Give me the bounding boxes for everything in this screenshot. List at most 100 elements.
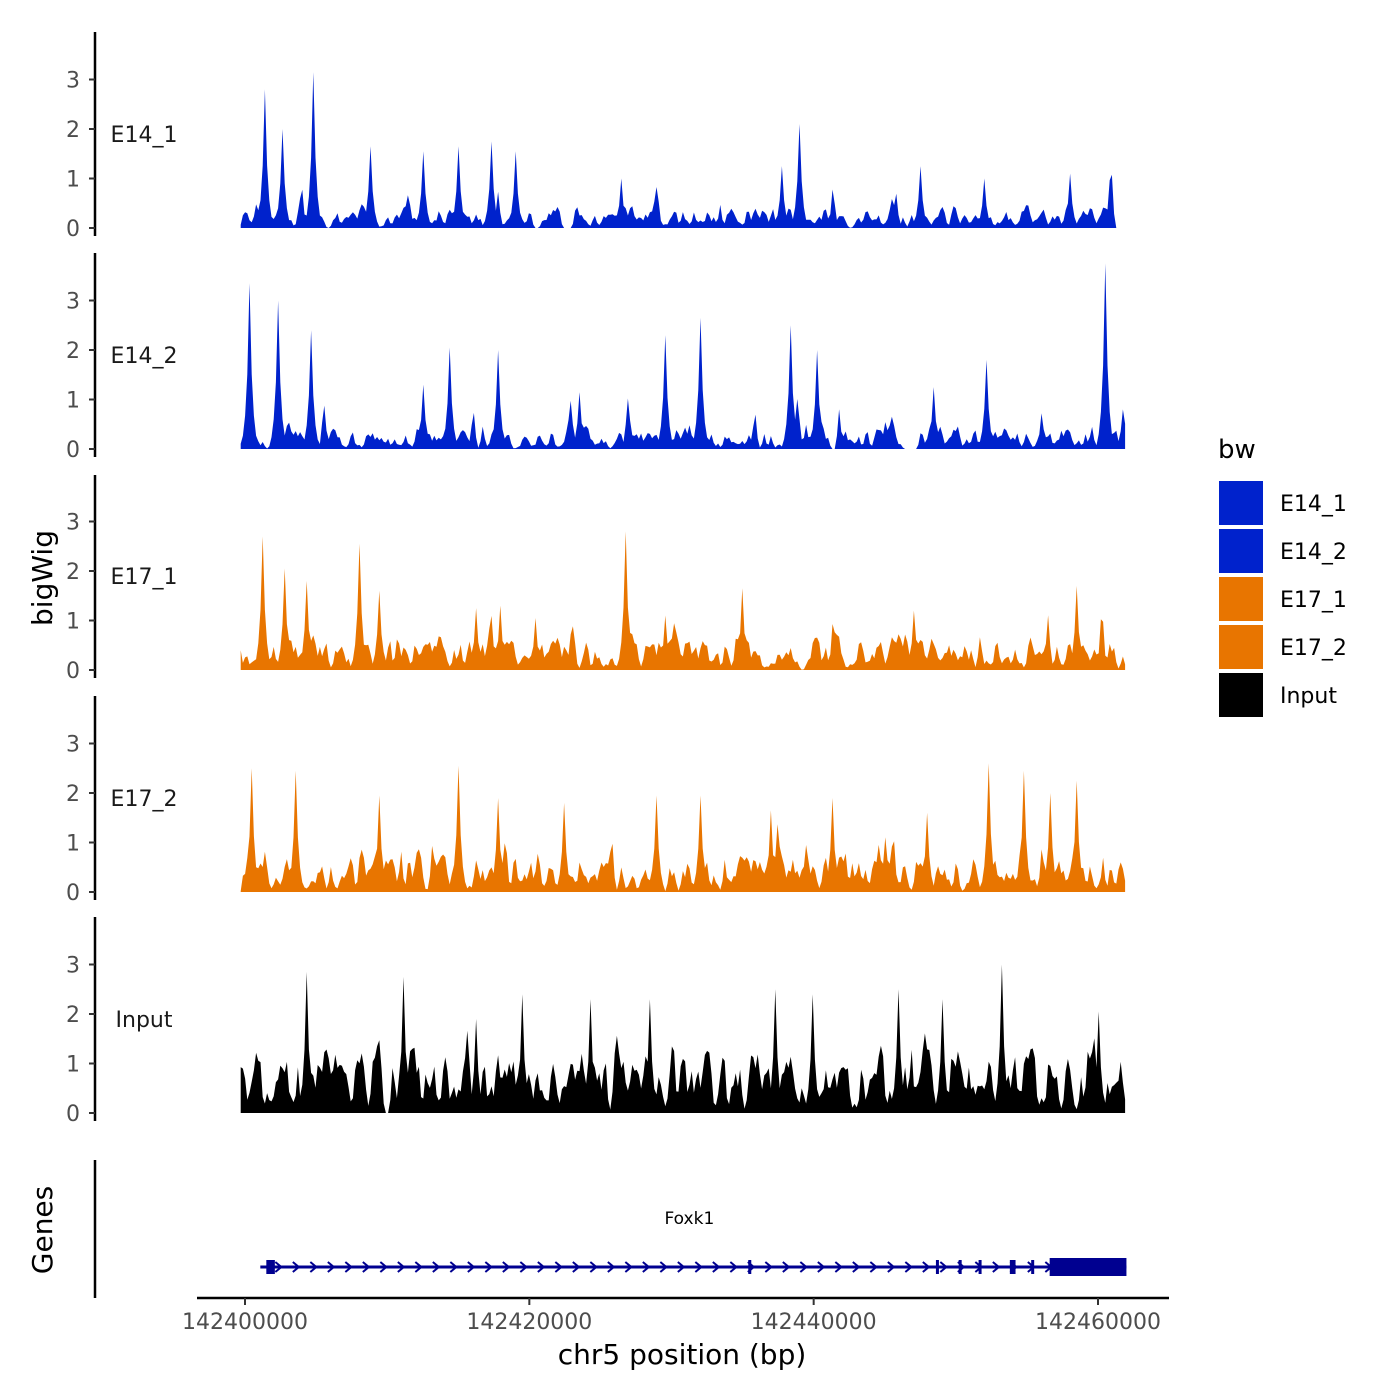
y-tick-label: 3: [66, 69, 80, 94]
strand-arrow: [274, 1261, 283, 1273]
strand-arrow: [939, 1261, 948, 1273]
strand-arrow: [292, 1261, 301, 1273]
y-tick-label: 0: [66, 881, 80, 906]
signal-area-E14_1: [240, 72, 1126, 228]
legend-key-E17_2: [1217, 623, 1265, 671]
y-tick-label: 2: [66, 118, 80, 143]
strand-arrow: [624, 1261, 633, 1273]
y-tick-label: 1: [66, 168, 80, 193]
track-Input: 0 1 2 3 Input: [66, 917, 1126, 1127]
gene-name-label: Foxk1: [664, 1209, 714, 1229]
signal-area-E17_2: [240, 763, 1126, 892]
strand-arrow: [467, 1261, 476, 1273]
strand-arrow: [502, 1261, 511, 1273]
strand-arrow: [887, 1261, 896, 1273]
strand-arrow: [782, 1261, 791, 1273]
gene-exon: [935, 1260, 939, 1274]
y-tick-label: 2: [66, 339, 80, 364]
strand-arrow: [449, 1261, 458, 1273]
genes-axis-title: Genes: [26, 1186, 59, 1274]
strand-arrow: [992, 1261, 1001, 1273]
y-tick-label: 1: [66, 832, 80, 857]
strand-arrow: [554, 1261, 563, 1273]
x-tick-label: 142420000: [466, 1310, 592, 1335]
legend-label-Input: Input: [1280, 684, 1337, 709]
x-axis: 142400000 142420000 142440000 142460000: [182, 1296, 1169, 1335]
strand-arrow: [869, 1261, 878, 1273]
strand-arrow: [642, 1261, 651, 1273]
y-tick-label: 2: [66, 1003, 80, 1028]
strand-arrow: [659, 1261, 668, 1273]
signal-area-Input: [240, 964, 1126, 1113]
legend: bw E14_1 E14_2 E17_1 E17_2 Input: [1217, 435, 1347, 719]
y-tick-label: 3: [66, 511, 80, 536]
strand-arrow: [852, 1261, 861, 1273]
track-E14_2: 0 1 2 3 E14_2: [66, 253, 1126, 463]
y-tick-label: 1: [66, 610, 80, 635]
strand-arrow: [677, 1261, 686, 1273]
track-label: E17_1: [111, 565, 178, 590]
strand-arrow: [694, 1261, 703, 1273]
strand-arrow: [764, 1261, 773, 1273]
y-tick-label: 3: [66, 954, 80, 979]
strand-arrow: [712, 1261, 721, 1273]
gene-track: Foxk1: [93, 1160, 1127, 1298]
strand-arrow: [344, 1261, 353, 1273]
strand-arrow: [922, 1261, 931, 1273]
y-tick-label: 2: [66, 560, 80, 585]
signal-area-E17_1: [240, 531, 1126, 670]
strand-arrow: [799, 1261, 808, 1273]
track-E17_1: 0 1 2 3 E17_1: [66, 475, 1126, 684]
track-label: Input: [116, 1008, 173, 1033]
gene-exon: [266, 1260, 275, 1274]
gene-exon: [748, 1260, 752, 1274]
strand-arrow: [537, 1261, 546, 1273]
strand-arrow: [484, 1261, 493, 1273]
strand-arrow: [607, 1261, 616, 1273]
strand-arrow: [729, 1261, 738, 1273]
y-tick-label: 1: [66, 1053, 80, 1078]
strand-arrow: [834, 1261, 843, 1273]
strand-arrow: [432, 1261, 441, 1273]
strand-arrow: [397, 1261, 406, 1273]
strand-arrow: [309, 1261, 318, 1273]
legend-key-E14_2: [1217, 527, 1265, 575]
y-tick-label: 0: [66, 438, 80, 463]
y-tick-label: 0: [66, 659, 80, 684]
strand-arrow: [589, 1261, 598, 1273]
strand-arrow: [817, 1261, 826, 1273]
strand-arrow: [904, 1261, 913, 1273]
y-axis-title: bigWig: [26, 530, 59, 626]
signal-area-E14_2: [240, 263, 1126, 449]
tracks-layer: 0 1 2 3 E14_1 0 1 2 3 E14_2 0 1 2 3 E17_1 0 1 2 3 E17_2 0 1 2 3…: [66, 32, 1126, 1127]
gene-exon: [978, 1260, 982, 1274]
gene-exon: [1009, 1260, 1016, 1274]
legend-key-Input: [1217, 671, 1265, 719]
track-E14_1: 0 1 2 3 E14_1: [66, 32, 1126, 242]
y-tick-label: 1: [66, 389, 80, 414]
legend-key-E14_1: [1217, 479, 1265, 527]
legend-label-E14_2: E14_2: [1280, 540, 1347, 565]
gene-exon: [1049, 1258, 1127, 1276]
x-tick-label: 142440000: [751, 1310, 877, 1335]
legend-label-E17_1: E17_1: [1280, 588, 1347, 613]
legend-label-E14_1: E14_1: [1280, 492, 1347, 517]
track-E17_2: 0 1 2 3 E17_2: [66, 696, 1126, 906]
track-label: E17_2: [111, 787, 178, 812]
x-tick-label: 142460000: [1035, 1310, 1161, 1335]
legend-key-E17_1: [1217, 575, 1265, 623]
strand-arrow: [414, 1261, 423, 1273]
legend-title: bw: [1218, 435, 1256, 465]
y-tick-label: 3: [66, 290, 80, 315]
y-tick-label: 0: [66, 217, 80, 242]
x-tick-label: 142400000: [182, 1310, 308, 1335]
strand-arrow: [362, 1261, 371, 1273]
y-tick-label: 3: [66, 733, 80, 758]
track-label: E14_1: [111, 123, 178, 148]
strand-arrow: [327, 1261, 336, 1273]
gene-exon: [1031, 1260, 1035, 1274]
y-tick-label: 2: [66, 782, 80, 807]
y-tick-label: 0: [66, 1102, 80, 1127]
strand-arrow: [379, 1261, 388, 1273]
